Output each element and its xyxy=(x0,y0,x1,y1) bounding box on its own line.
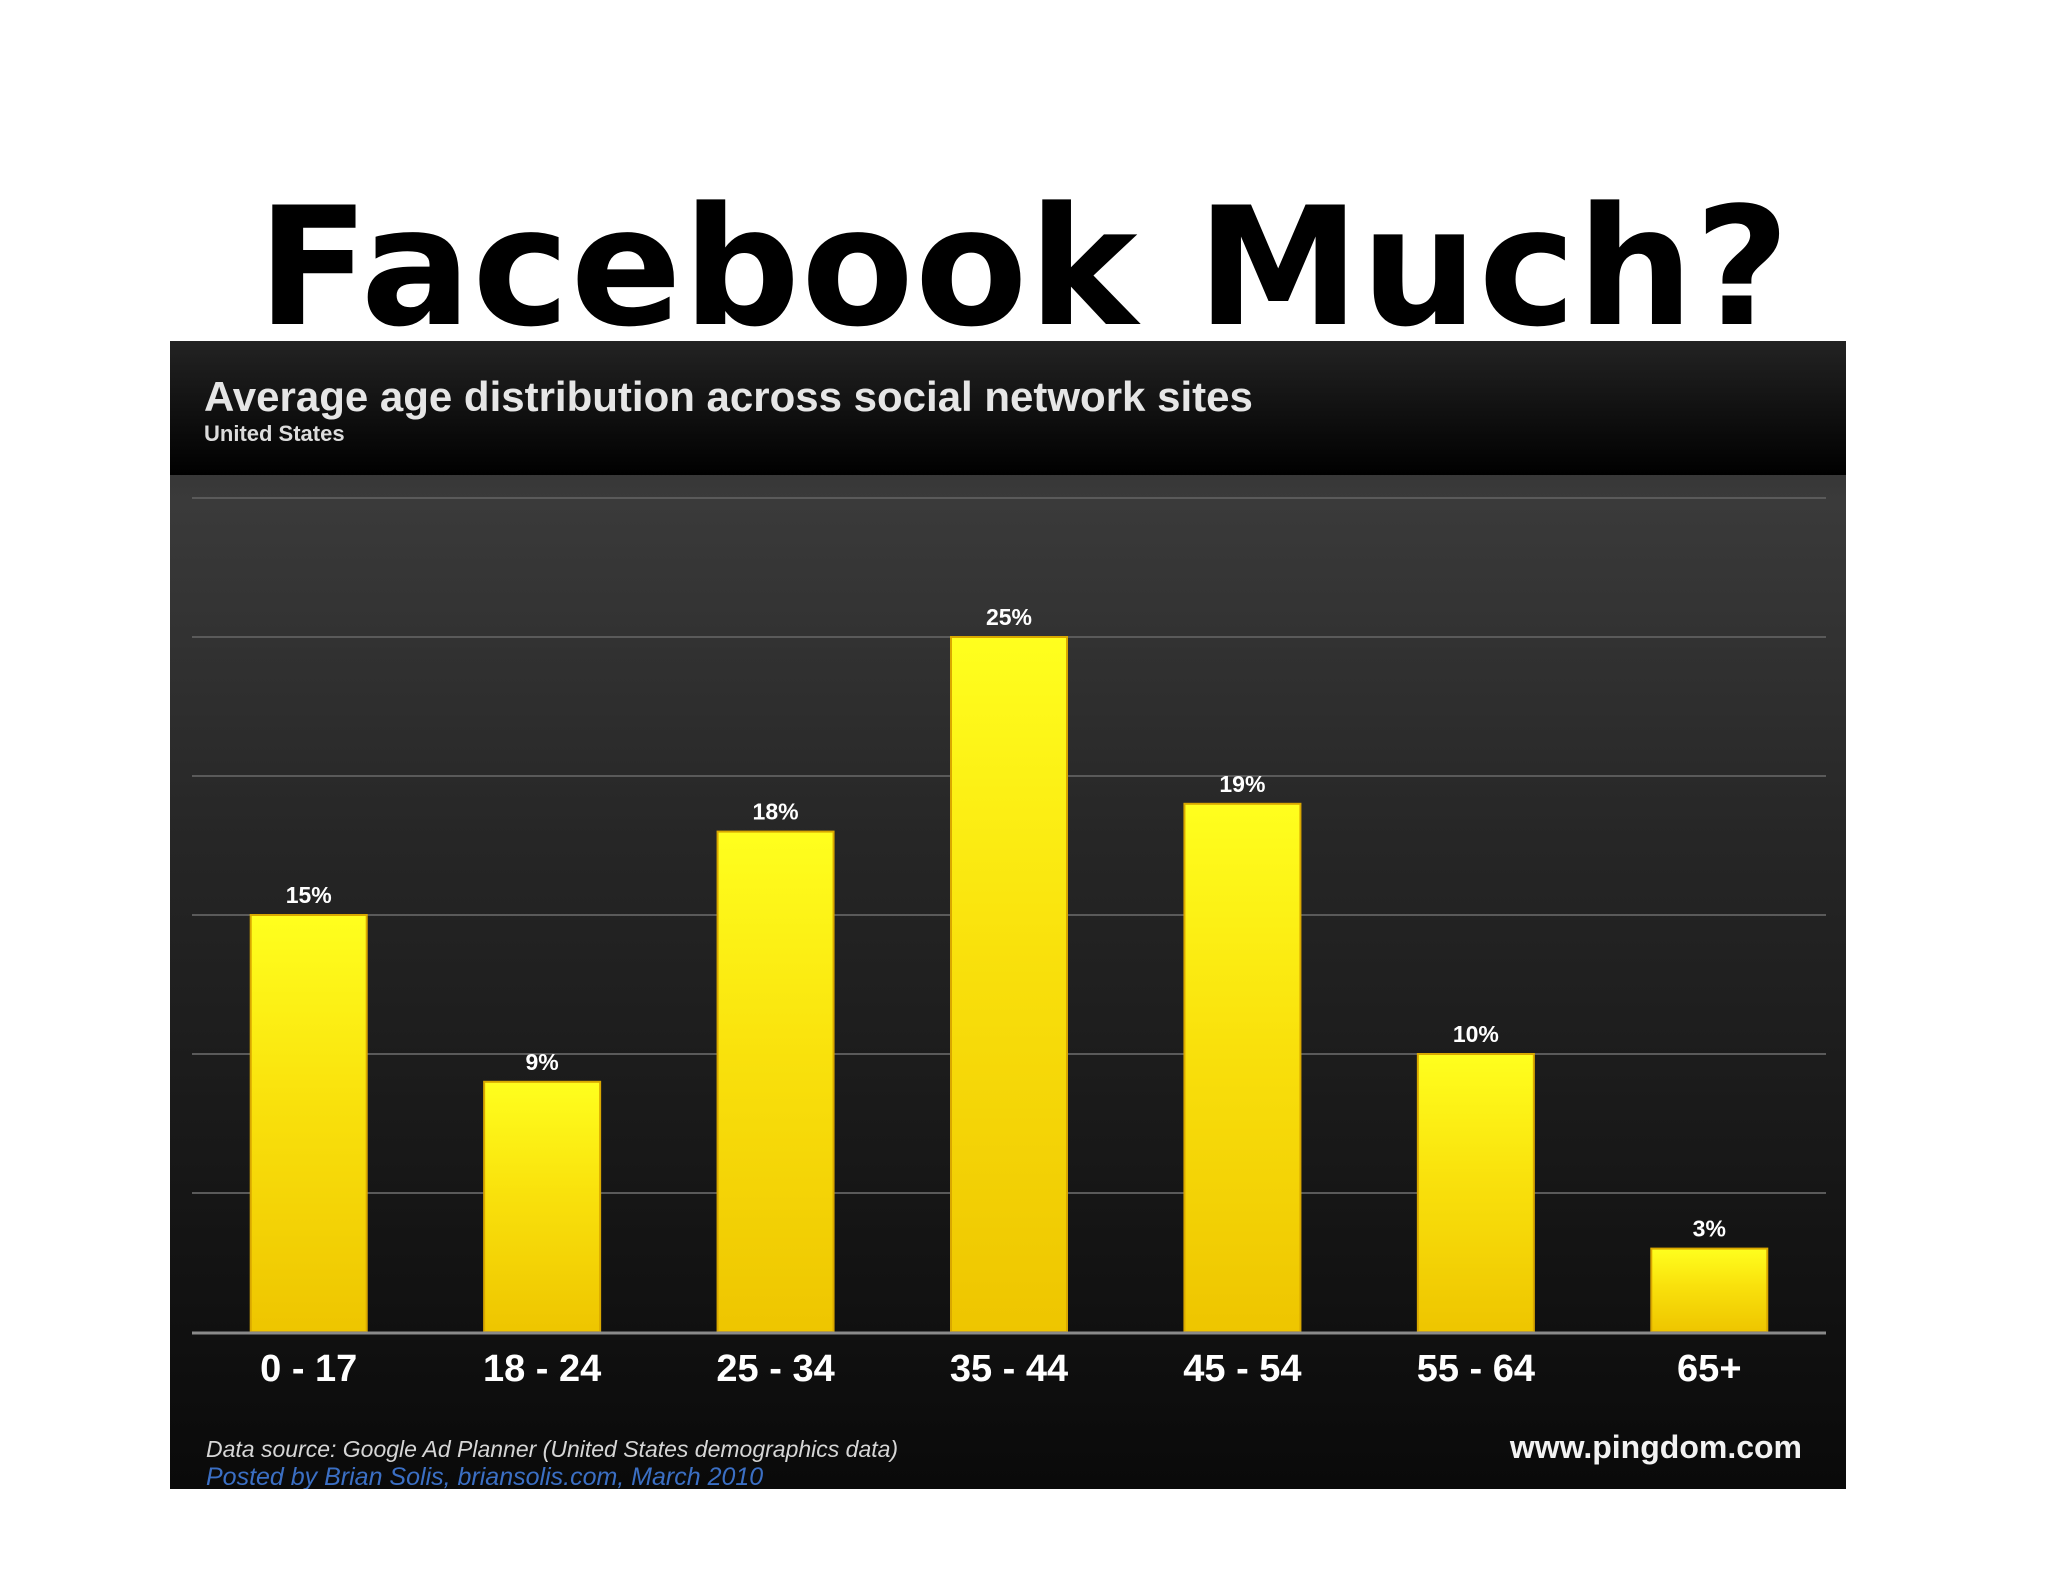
bar-65plus xyxy=(1650,1247,1769,1333)
value-label: 15% xyxy=(286,882,332,908)
bar-0-17 xyxy=(249,914,368,1333)
bar-55-64 xyxy=(1416,1053,1535,1333)
category-label: 45 - 54 xyxy=(1183,1348,1301,1390)
posted-by-note: Posted by Brian Solis, briansolis.com, M… xyxy=(206,1463,764,1489)
bar-35-44 xyxy=(950,636,1068,1333)
value-labels: 15% 9% 18% 25% 19% 10% 3% xyxy=(286,604,1726,1242)
bar-chart-plot: 15% 9% 18% 25% 19% 10% 3% 0 - 17 18 - 24 25 - 34… xyxy=(192,497,1826,1390)
value-label: 3% xyxy=(1693,1216,1726,1242)
bar-25-34 xyxy=(716,830,835,1333)
bar-45-54 xyxy=(1183,802,1302,1333)
pingdom-site-link[interactable]: www.pingdom.com xyxy=(1509,1429,1802,1465)
value-label: 10% xyxy=(1453,1021,1499,1047)
category-label: 65+ xyxy=(1677,1348,1741,1390)
value-label: 19% xyxy=(1219,771,1265,797)
slide-title: Facebook Much? xyxy=(257,172,1791,363)
chart-subtitle: United States xyxy=(204,421,345,446)
chart-title: Average age distribution across social n… xyxy=(204,373,1253,420)
value-label: 25% xyxy=(986,604,1032,630)
bars xyxy=(249,636,1769,1333)
chart-header: Average age distribution across social n… xyxy=(170,341,1846,475)
category-label: 55 - 64 xyxy=(1417,1348,1535,1390)
category-label: 35 - 44 xyxy=(950,1348,1068,1390)
category-label: 18 - 24 xyxy=(483,1348,601,1390)
value-label: 18% xyxy=(753,799,799,825)
bar-18-24 xyxy=(483,1080,602,1333)
value-label: 9% xyxy=(526,1049,559,1075)
chart-panel: Average age distribution across social n… xyxy=(170,341,1846,1489)
x-axis: 0 - 17 18 - 24 25 - 34 35 - 44 45 - 54 55 - 6… xyxy=(192,1331,1826,1390)
category-label: 0 - 17 xyxy=(260,1348,357,1390)
category-label: 25 - 34 xyxy=(716,1348,834,1390)
data-source-note: Data source: Google Ad Planner (United S… xyxy=(206,1436,899,1462)
